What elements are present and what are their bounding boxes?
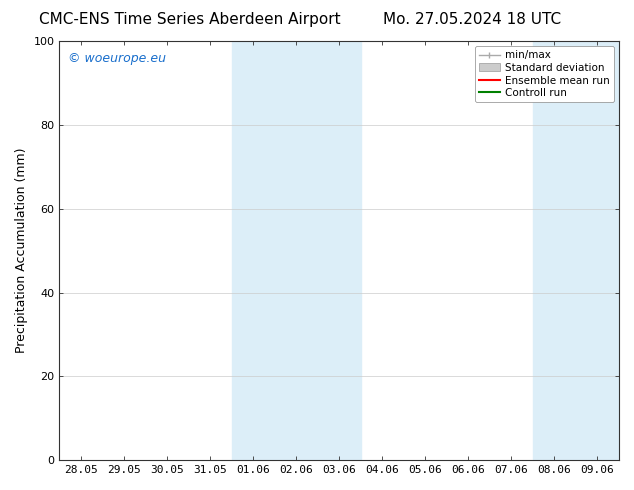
Bar [533, 41, 619, 460]
Y-axis label: Precipitation Accumulation (mm): Precipitation Accumulation (mm) [15, 148, 28, 353]
Text: © woeurope.eu: © woeurope.eu [68, 51, 166, 65]
Legend: min/max, Standard deviation, Ensemble mean run, Controll run: min/max, Standard deviation, Ensemble me… [475, 46, 614, 102]
Text: CMC-ENS Time Series Aberdeen Airport: CMC-ENS Time Series Aberdeen Airport [39, 12, 341, 27]
Text: Mo. 27.05.2024 18 UTC: Mo. 27.05.2024 18 UTC [384, 12, 561, 27]
Bar [231, 41, 361, 460]
